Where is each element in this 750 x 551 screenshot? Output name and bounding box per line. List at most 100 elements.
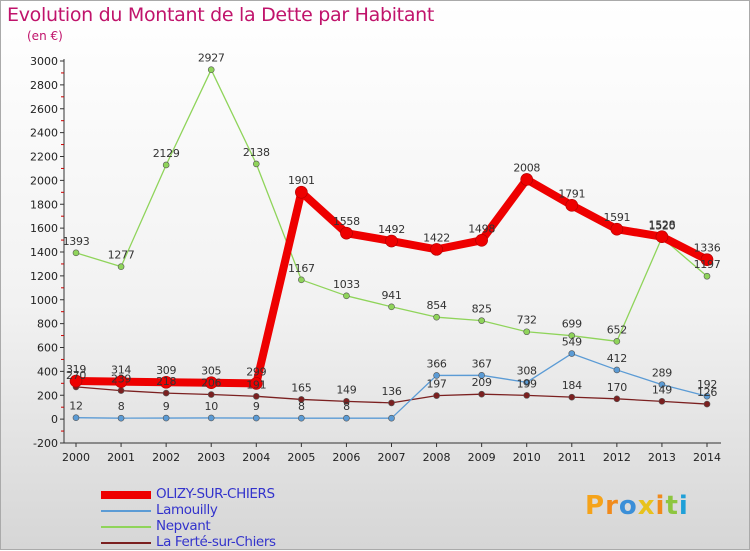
data-point (568, 393, 576, 401)
chart-title: Evolution du Montant de la Dette par Hab… (7, 4, 435, 26)
data-label: 199 (517, 377, 537, 390)
data-label: 2138 (243, 146, 270, 159)
legend-swatch (101, 510, 151, 512)
data-point (295, 185, 308, 199)
data-label: 305 (201, 365, 221, 378)
data-point (610, 222, 624, 236)
y-tick-label: 2600 (30, 103, 58, 116)
y-tick-label: 1800 (30, 198, 58, 211)
data-point (703, 400, 711, 408)
data-label: 299 (246, 365, 266, 378)
y-tick-label: -200 (33, 437, 58, 450)
data-label: 314 (111, 364, 131, 377)
data-point (340, 226, 353, 240)
data-label: 209 (472, 376, 492, 389)
data-point (433, 392, 440, 399)
data-label: 206 (201, 377, 221, 390)
x-tick-label: 2006 (332, 451, 360, 464)
data-point (298, 414, 305, 422)
data-point (343, 292, 350, 300)
y-tick-label: 1200 (30, 270, 58, 283)
y-tick-label: 1400 (30, 246, 58, 259)
legend-label: Nepvant (156, 518, 211, 534)
data-label: 854 (427, 299, 447, 312)
unit-label: (en €) (27, 29, 63, 43)
data-point (204, 376, 218, 390)
y-tick-label: 200 (37, 389, 58, 402)
data-point (613, 395, 621, 403)
data-point (568, 332, 576, 339)
y-tick-label: 2200 (30, 151, 58, 164)
data-point (69, 374, 83, 388)
data-label: 149 (336, 383, 356, 396)
data-label: 12 (69, 400, 82, 413)
data-label: 1422 (423, 231, 450, 244)
data-point (252, 160, 260, 168)
data-label: 367 (472, 357, 492, 370)
x-tick-label: 2011 (558, 451, 586, 464)
data-label: 8 (298, 400, 305, 413)
y-tick-label: 0 (51, 413, 58, 426)
data-point (433, 372, 440, 379)
data-label: 149 (652, 383, 672, 396)
data-label: 218 (156, 375, 176, 388)
x-tick-label: 2003 (197, 451, 225, 464)
x-tick-label: 2012 (603, 451, 631, 464)
y-tick-label: 2800 (30, 79, 58, 92)
data-point (385, 234, 398, 248)
legend-label: OLIZY-SUR-CHIERS (156, 486, 275, 502)
y-tick-label: 1000 (30, 294, 58, 307)
data-label: 1393 (63, 235, 90, 248)
y-tick-label: 1600 (30, 222, 58, 235)
data-label: 165 (291, 381, 311, 394)
data-point (613, 337, 621, 345)
data-label: 9 (163, 400, 170, 413)
data-point (430, 243, 443, 256)
proxiti-logo[interactable]: Proxiti (585, 491, 689, 521)
data-label: 825 (472, 303, 492, 316)
data-label: 1197 (694, 258, 721, 271)
legend-label: Lamouilly (156, 502, 218, 518)
data-point (298, 396, 305, 403)
data-point (114, 375, 128, 388)
data-point (700, 253, 714, 266)
data-point (655, 230, 669, 244)
y-tick-label: 400 (37, 365, 58, 378)
data-label: 1520 (649, 220, 676, 233)
data-point (658, 398, 666, 405)
data-point (520, 173, 534, 186)
data-label: 184 (562, 379, 582, 392)
data-label: 309 (156, 364, 176, 377)
logo-letter: x (637, 491, 656, 521)
data-point (478, 390, 485, 398)
data-point (162, 389, 170, 397)
x-tick-label: 2007 (378, 451, 406, 464)
legend-swatch (101, 542, 151, 544)
data-label: 197 (427, 378, 447, 391)
data-point (433, 313, 440, 321)
data-label: 732 (517, 314, 537, 327)
data-point (388, 303, 395, 311)
data-label: 8 (118, 400, 125, 413)
y-tick-label: 600 (37, 342, 58, 355)
y-tick-label: 2400 (30, 127, 58, 140)
data-point (523, 379, 531, 386)
data-point (159, 375, 173, 389)
x-tick-label: 2001 (107, 451, 135, 464)
data-point (252, 393, 260, 400)
logo-letter: P (585, 491, 606, 521)
data-point (72, 414, 80, 421)
data-label: 10 (205, 400, 219, 413)
data-label: 1791 (558, 187, 585, 200)
data-label: 8 (343, 400, 350, 413)
data-point (298, 276, 305, 284)
data-point (565, 199, 579, 212)
x-tick-label: 2008 (423, 451, 451, 464)
data-point (478, 372, 485, 379)
data-label: 289 (652, 367, 672, 380)
data-point (162, 161, 170, 169)
data-point (207, 414, 215, 422)
data-label: 2008 (513, 161, 540, 174)
data-point (252, 414, 260, 422)
